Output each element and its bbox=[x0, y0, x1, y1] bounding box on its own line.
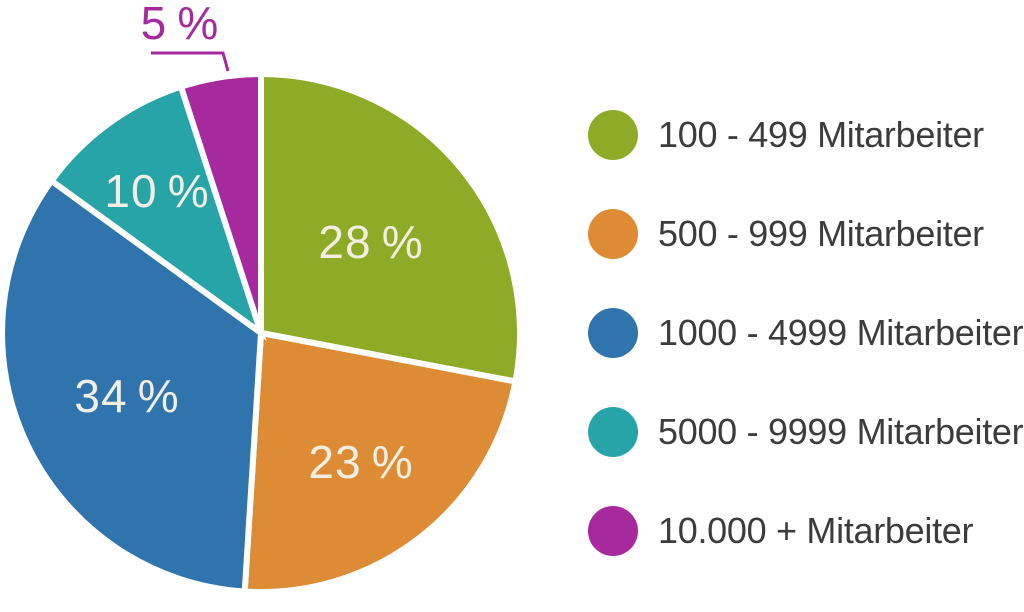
pie-label-1000-4999-mitarbeiter: 34 % bbox=[74, 370, 179, 422]
legend-item-500-999-mitarbeiter: 500 - 999 Mitarbeiter bbox=[588, 209, 1023, 259]
legend-label-500-999: 500 - 999 Mitarbeiter bbox=[658, 213, 984, 254]
legend-swatch-10000-plus bbox=[588, 506, 638, 556]
legend-item-1000-4999-mitarbeiter: 1000 - 4999 Mitarbeiter bbox=[588, 308, 1024, 358]
pie-label-100-499-mitarbeiter: 28 % bbox=[318, 216, 423, 268]
legend-item-100-499-mitarbeiter: 100 - 499 Mitarbeiter bbox=[588, 110, 1023, 160]
legend-swatch-5000-9999 bbox=[588, 407, 638, 457]
pie-slices bbox=[0, 70, 523, 595]
legend-item-5000-9999-mitarbeiter: 5000 - 9999 Mitarbeiter bbox=[588, 407, 1024, 457]
pie-slice-labels: 28 % 23 % 34 % 10 % bbox=[74, 165, 423, 488]
pie-label-500-999-mitarbeiter: 23 % bbox=[308, 436, 413, 488]
callout-line-10000-plus bbox=[151, 51, 230, 72]
legend-swatch-500-999 bbox=[588, 209, 638, 259]
legend-item-10000-plus-mitarbeiter: 10.000 + Mitarbeiter bbox=[588, 506, 1023, 556]
legend: 100 - 499 Mitarbeiter 500 - 999 Mitarbei… bbox=[588, 110, 1024, 556]
pie-slice-1000-4999-mitarbeiter bbox=[0, 176, 265, 595]
legend-swatch-100-499 bbox=[588, 110, 638, 160]
pie-label-10000-mitarbeiter: 5 % bbox=[141, 0, 220, 49]
pie-label-5000-9999-mitarbeiter: 10 % bbox=[104, 165, 209, 217]
pie-slice-10-000-mitarbeiter bbox=[177, 70, 264, 334]
legend-swatch-1000-4999 bbox=[588, 308, 638, 358]
legend-label-10000-plus: 10.000 + Mitarbeiter bbox=[658, 510, 974, 551]
pie-slice-5000-9999-mitarbeiter bbox=[47, 82, 267, 341]
pie-slice-500-999-mitarbeiter bbox=[241, 329, 519, 595]
pie-slice-100-499-mitarbeiter bbox=[258, 70, 523, 386]
legend-label-1000-4999: 1000 - 4999 Mitarbeiter bbox=[658, 312, 1024, 353]
legend-label-5000-9999: 5000 - 9999 Mitarbeiter bbox=[658, 411, 1024, 452]
legend-label-100-499: 100 - 499 Mitarbeiter bbox=[658, 114, 984, 155]
